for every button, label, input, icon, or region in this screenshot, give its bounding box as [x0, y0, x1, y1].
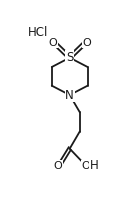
- Text: H: H: [90, 159, 98, 172]
- Text: O: O: [54, 161, 62, 171]
- Text: O: O: [82, 38, 91, 48]
- Text: N: N: [65, 88, 74, 102]
- Text: HCl: HCl: [28, 25, 48, 39]
- Text: O: O: [82, 161, 90, 171]
- Text: S: S: [66, 51, 73, 64]
- Text: O: O: [48, 38, 57, 48]
